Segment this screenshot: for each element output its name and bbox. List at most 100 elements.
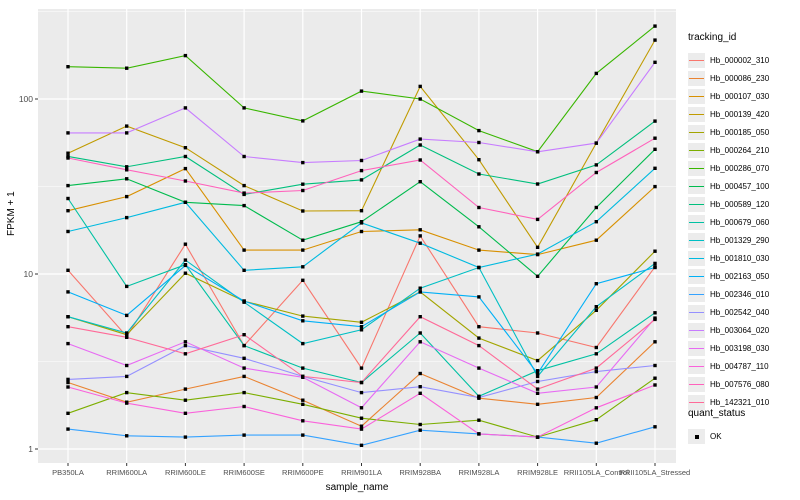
legend-item: Hb_000679_060 <box>688 213 798 231</box>
data-point <box>66 209 70 213</box>
legend-label: Hb_002542_040 <box>710 307 770 317</box>
legend-line-swatch <box>689 329 704 332</box>
legend-key <box>688 160 705 176</box>
data-point <box>183 387 188 391</box>
legend-line-swatch <box>689 347 704 350</box>
data-point <box>594 369 598 374</box>
data-point <box>477 128 481 133</box>
legend-item: Hb_004787_110 <box>688 357 798 375</box>
data-point <box>125 284 129 289</box>
data-point <box>125 363 129 368</box>
legend-label: Hb_001329_290 <box>710 235 770 245</box>
legend-label: Hb_000679_060 <box>710 217 770 227</box>
legend-key <box>688 88 705 104</box>
data-point <box>66 156 70 160</box>
data-point <box>594 441 598 445</box>
x-tick-label: RRIM600PE <box>282 468 324 477</box>
data-point <box>242 404 246 409</box>
data-point <box>535 358 540 363</box>
data-point <box>535 182 540 186</box>
data-point <box>66 268 70 272</box>
data-point <box>359 209 364 213</box>
data-point <box>359 89 364 93</box>
data-point <box>359 380 364 385</box>
legend-line-swatch <box>689 185 704 188</box>
data-point <box>183 154 188 159</box>
legend-point-swatch <box>695 434 699 439</box>
data-point <box>477 366 481 370</box>
legend-line-swatch <box>689 365 704 368</box>
data-point <box>66 183 70 188</box>
data-point <box>653 136 657 140</box>
data-point <box>535 217 540 222</box>
legend-key <box>688 178 705 194</box>
data-point <box>183 258 188 262</box>
data-point <box>301 374 305 379</box>
data-point <box>418 228 422 232</box>
data-point <box>183 179 188 183</box>
data-point <box>594 352 598 356</box>
x-tick-label: RRIM600LE <box>165 468 206 477</box>
data-point <box>183 271 188 275</box>
data-point <box>653 383 657 387</box>
legend-line-swatch <box>689 167 704 170</box>
data-point <box>359 390 364 395</box>
data-point <box>242 191 246 195</box>
data-point <box>653 60 657 64</box>
data-point <box>418 143 422 147</box>
data-point <box>66 377 70 382</box>
data-point <box>653 317 657 322</box>
legend-line-swatch <box>689 257 704 260</box>
data-point <box>125 374 129 379</box>
data-point <box>653 119 657 123</box>
data-point <box>301 314 305 318</box>
legend-key <box>688 106 705 122</box>
legend-item: Hb_000185_050 <box>688 123 798 141</box>
data-point <box>242 203 246 208</box>
data-point <box>66 65 70 69</box>
data-point <box>125 66 129 70</box>
legend-item: Hb_003198_030 <box>688 339 798 357</box>
legend-label: Hb_000589_120 <box>710 199 770 209</box>
legend-line-swatch <box>689 113 704 116</box>
data-point <box>653 166 657 170</box>
data-point <box>125 390 129 395</box>
data-point <box>535 374 540 379</box>
legend-key <box>688 52 705 68</box>
data-point <box>66 290 70 294</box>
legend-line-swatch <box>689 59 704 62</box>
data-point <box>535 150 540 154</box>
legend-key <box>688 394 705 410</box>
data-point <box>301 238 305 242</box>
data-point <box>66 341 70 346</box>
data-point <box>653 363 657 368</box>
legend-item: Hb_000139_420 <box>688 105 798 123</box>
data-point <box>418 422 422 427</box>
data-point <box>359 229 364 234</box>
data-point <box>418 84 422 89</box>
data-point <box>477 343 481 348</box>
x-tick-label: RRIM600LA <box>106 468 147 477</box>
data-point <box>594 305 598 309</box>
data-point <box>66 411 70 415</box>
data-point <box>359 221 364 225</box>
data-point <box>125 131 129 135</box>
data-point <box>301 265 305 269</box>
data-point <box>418 331 422 335</box>
data-point <box>594 395 598 400</box>
data-point <box>183 435 188 439</box>
legend-label: OK <box>710 431 722 441</box>
legend-label: Hb_000107_030 <box>710 91 770 101</box>
legend-label: Hb_000286_070 <box>710 163 770 173</box>
legend-line-swatch <box>689 311 704 314</box>
data-point <box>125 313 129 318</box>
plot-panel <box>38 9 676 463</box>
data-point <box>242 268 246 272</box>
legend-key <box>688 70 705 86</box>
legend-item: Hb_001810_030 <box>688 249 798 267</box>
data-point <box>301 248 305 252</box>
legend-item: Hb_000086_230 <box>688 69 798 87</box>
y-tick-label: 10 <box>24 269 34 279</box>
y-tick-label: 1 <box>28 444 33 454</box>
